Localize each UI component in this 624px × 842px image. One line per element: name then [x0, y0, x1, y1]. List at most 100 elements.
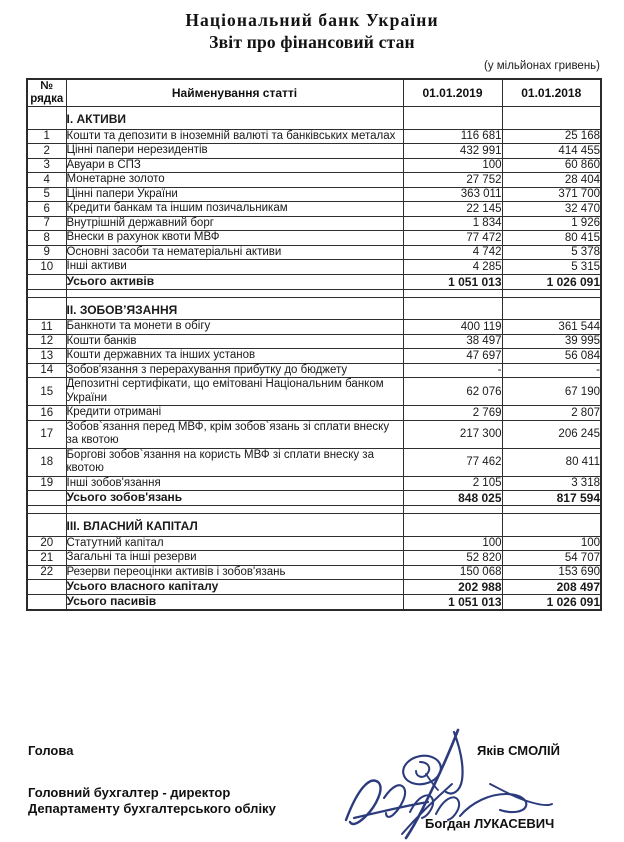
row-number-cell: [26, 288, 67, 298]
table-row: 8 Внески в рахунок квоти МВФ 77 472 80 415: [26, 230, 602, 246]
value-cell-period-2: 361 544: [501, 319, 602, 335]
financial-statement-table: № рядка Найменування статті 01.01.2019 0…: [26, 78, 602, 611]
signature-block: Голова Головний бухгалтер - директор Деп…: [0, 728, 624, 840]
item-name-cell: [65, 288, 404, 298]
row-number-cell: 8: [26, 230, 67, 246]
item-name-cell: Статутний капітал: [65, 535, 404, 551]
row-number-cell: 2: [26, 143, 67, 159]
table-row: 15 Депозитні сертифікати, що емітовані На…: [26, 377, 602, 406]
table-row: 19 Інші зобов'язання 2 105 3 318: [26, 475, 602, 491]
item-name-cell: Боргові зобов`язання на користь МВФ зі с…: [65, 447, 404, 477]
table-row: 20 Статутний капітал 100 100: [26, 535, 602, 551]
column-header-row-number-line1: №: [40, 80, 54, 92]
value-cell-period-1: 27 752: [402, 172, 503, 188]
item-name-cell: Інші активи: [65, 259, 404, 275]
value-cell-period-2: 67 190: [501, 377, 602, 406]
value-cell-period-1: 432 991: [402, 143, 503, 159]
value-cell-period-1: 22 145: [402, 201, 503, 217]
row-number-cell: 4: [26, 172, 67, 188]
row-number-cell: [26, 273, 67, 290]
row-number-cell: 3: [26, 157, 67, 173]
page-subtitle: Звіт про фінансовий стан: [209, 32, 415, 52]
value-cell-period-1: [402, 106, 503, 130]
signatory-role-chief-accountant-line1: Головний бухгалтер - директор: [28, 785, 231, 800]
item-name-cell: Цінні папери України: [65, 186, 404, 202]
value-cell-period-1: 77 462: [402, 447, 503, 477]
value-cell-period-2: 80 411: [501, 447, 602, 477]
item-name-cell: Кошти та депозити в іноземній валюті та …: [65, 128, 404, 144]
table-header-row: № рядка Найменування статті 01.01.2019 0…: [26, 78, 602, 107]
table-row: 2 Цінні папери нерезидентів 432 991 414 455: [26, 143, 602, 159]
item-name-cell: Цінні папери нерезидентів: [65, 143, 404, 159]
row-number-cell: 21: [26, 550, 67, 566]
row-number-cell: 14: [26, 362, 67, 378]
item-name-cell: Резерви переоцінки активів і зобов'язань: [65, 564, 404, 580]
table-row: 18 Боргові зобов`язання на користь МВФ зі…: [26, 447, 602, 477]
value-cell-period-1: -: [402, 362, 503, 378]
row-number-cell: 5: [26, 186, 67, 202]
row-number-cell: [26, 505, 67, 514]
table-body: I. АКТИВИ 1 Кошти та депозити в іноземній …: [26, 106, 602, 611]
value-cell-period-1: 77 472: [402, 230, 503, 246]
row-number-cell: [26, 490, 67, 506]
value-cell-period-1: 62 076: [402, 377, 503, 406]
units-note: (у мільйонах гривень): [483, 60, 600, 72]
value-cell-period-1: 2 105: [402, 475, 503, 491]
value-cell-period-1: 217 300: [402, 419, 503, 449]
signatory-role-chairman-text: Голова: [28, 743, 74, 758]
value-cell-period-2: [501, 106, 602, 130]
item-name-cell: Депозитні сертифікати, що емітовані Наці…: [65, 377, 404, 406]
item-name-cell: Основні засоби та нематеріальні активи: [65, 244, 404, 260]
table-total-row: Усього активів 1 051 013 1 026 091: [26, 273, 602, 290]
table-row: 7 Внутрішній державний борг 1 834 1 926: [26, 215, 602, 231]
value-cell-period-2: 2 807: [501, 405, 602, 421]
value-cell-period-2: 1 026 091: [501, 594, 602, 611]
table-section-header-row: II. ЗОБОВ’ЯЗАННЯ: [26, 296, 602, 320]
table-row: 13 Кошти державних та інших установ 47 697…: [26, 348, 602, 364]
table-row: 21 Загальні та інші резерви 52 820 54 707: [26, 550, 602, 566]
signatory-role-chairman: Голова: [28, 743, 73, 759]
value-cell-period-1: 1 834: [402, 215, 503, 231]
value-cell-period-2: 32 470: [501, 201, 602, 217]
value-cell-period-2: 25 168: [501, 128, 602, 144]
table-spacer-row: [26, 505, 602, 514]
value-cell-period-1: 47 697: [402, 348, 503, 364]
row-number-cell: 1: [26, 128, 67, 144]
table-row: 17 Зобов`язання перед МВФ, крім зобов`яза…: [26, 419, 602, 449]
value-cell-period-2: -: [501, 362, 602, 378]
document-title-block: Національний банк України Звіт про фінан…: [0, 0, 624, 53]
value-cell-period-2: [501, 288, 602, 298]
column-header-item-name: Найменування статті: [65, 78, 404, 107]
value-cell-period-2: 39 995: [501, 333, 602, 349]
item-name-cell: Банкноти та монети в обігу: [65, 319, 404, 335]
column-header-row-number: № рядка: [26, 78, 67, 107]
value-cell-period-1: 150 068: [402, 564, 503, 580]
table-total-row: Усього власного капіталу 202 988 208 497: [26, 579, 602, 595]
value-cell-period-2: 817 594: [501, 490, 602, 506]
item-name-cell: Усього активів: [65, 273, 404, 290]
row-number-cell: [26, 106, 67, 130]
value-cell-period-2: 3 318: [501, 475, 602, 491]
value-cell-period-1: 1 051 013: [402, 594, 503, 611]
row-number-cell: 6: [26, 201, 67, 217]
table-total-row: Усього зобов'язань 848 025 817 594: [26, 490, 602, 506]
item-name-cell: Інші зобов'язання: [65, 475, 404, 491]
item-name-cell: Зобов`язання перед МВФ, крім зобов`язань…: [65, 419, 404, 449]
item-name-cell: [65, 505, 404, 514]
value-cell-period-2: [501, 505, 602, 514]
item-name-cell: Кошти банків: [65, 333, 404, 349]
value-cell-period-2: 28 404: [501, 172, 602, 188]
row-number-cell: 18: [26, 447, 67, 477]
item-name-cell: III. ВЛАСНИЙ КАПІТАЛ: [65, 513, 404, 537]
value-cell-period-1: 100: [402, 535, 503, 551]
item-name-cell: Усього пасивів: [65, 594, 404, 611]
value-cell-period-1: 848 025: [402, 490, 503, 506]
table-row: 6 Кредити банкам та іншим позичальникам 22…: [26, 201, 602, 217]
value-cell-period-2: 208 497: [501, 579, 602, 595]
table-header: № рядка Найменування статті 01.01.2019 0…: [26, 78, 602, 107]
value-cell-period-2: 54 707: [501, 550, 602, 566]
row-number-cell: 20: [26, 535, 67, 551]
table-row: 5 Цінні папери України 363 011 371 700: [26, 186, 602, 202]
value-cell-period-2: 1 926: [501, 215, 602, 231]
item-name-cell: Усього власного капіталу: [65, 579, 404, 595]
